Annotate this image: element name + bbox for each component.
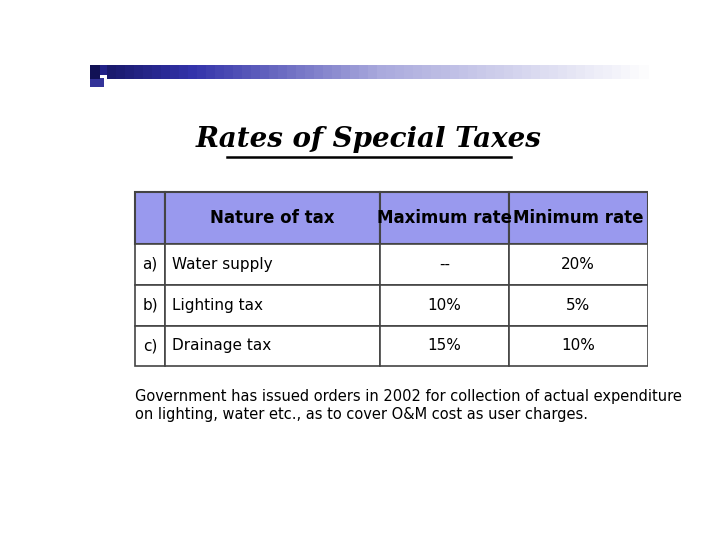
Bar [305, 65, 315, 79]
Text: c): c) [143, 339, 157, 353]
Bar [380, 244, 508, 285]
Bar [576, 65, 586, 79]
Bar [116, 65, 126, 79]
Bar [152, 65, 162, 79]
Bar [413, 65, 423, 79]
Bar [166, 244, 380, 285]
Bar [449, 65, 459, 79]
Text: 20%: 20% [562, 257, 595, 272]
Bar [242, 65, 252, 79]
Bar [161, 65, 171, 79]
Bar [612, 65, 622, 79]
Bar [197, 65, 207, 79]
Bar [135, 244, 166, 285]
Bar [508, 326, 648, 366]
Bar [166, 192, 380, 244]
Bar [540, 65, 550, 79]
Bar [251, 65, 261, 79]
Bar [359, 65, 369, 79]
Bar [377, 65, 387, 79]
Bar [296, 65, 306, 79]
Text: Water supply: Water supply [172, 257, 273, 272]
Bar [485, 65, 496, 79]
Bar [630, 65, 640, 79]
Bar [215, 65, 225, 79]
Text: 15%: 15% [428, 339, 462, 353]
Bar [477, 65, 487, 79]
Bar [621, 65, 631, 79]
Text: Government has issued orders in 2002 for collection of actual expenditure
on lig: Government has issued orders in 2002 for… [135, 389, 682, 422]
Bar [90, 78, 104, 87]
Bar [125, 65, 135, 79]
Bar [380, 285, 508, 326]
Text: Lighting tax: Lighting tax [172, 298, 263, 313]
Bar [233, 65, 243, 79]
Bar [531, 65, 541, 79]
Text: 10%: 10% [428, 298, 462, 313]
Bar [508, 244, 648, 285]
Bar [639, 65, 649, 79]
Bar [143, 65, 153, 79]
Bar [380, 326, 508, 366]
Text: --: -- [438, 257, 450, 272]
Bar [558, 65, 568, 79]
Bar [387, 65, 397, 79]
Bar [278, 65, 288, 79]
Bar [380, 192, 508, 244]
Bar [351, 65, 361, 79]
Bar [260, 65, 270, 79]
Text: Nature of tax: Nature of tax [210, 209, 335, 227]
Bar [166, 285, 380, 326]
Bar [423, 65, 433, 79]
Bar [224, 65, 234, 79]
Bar [549, 65, 559, 79]
Bar [395, 65, 405, 79]
Bar [603, 65, 613, 79]
Bar [135, 285, 166, 326]
Bar [441, 65, 451, 79]
Bar [332, 65, 343, 79]
Bar [170, 65, 180, 79]
Bar [467, 65, 477, 79]
Text: 10%: 10% [562, 339, 595, 353]
Text: a): a) [143, 257, 158, 272]
Bar [188, 65, 198, 79]
Bar [594, 65, 604, 79]
Bar [269, 65, 279, 79]
Bar [135, 192, 166, 244]
Bar [431, 65, 441, 79]
Bar [314, 65, 324, 79]
Bar [287, 65, 297, 79]
Bar [459, 65, 469, 79]
Bar [206, 65, 216, 79]
Bar [522, 65, 532, 79]
Bar [508, 285, 648, 326]
Bar [100, 65, 107, 75]
Bar [135, 326, 166, 366]
Bar [508, 192, 648, 244]
Bar [323, 65, 333, 79]
Bar [567, 65, 577, 79]
Bar [179, 65, 189, 79]
Bar [107, 65, 117, 79]
Bar [495, 65, 505, 79]
Bar [504, 65, 514, 79]
Text: b): b) [142, 298, 158, 313]
Bar [405, 65, 415, 79]
Bar [585, 65, 595, 79]
Text: Drainage tax: Drainage tax [172, 339, 271, 353]
Text: Rates of Special Taxes: Rates of Special Taxes [196, 126, 542, 153]
Bar [166, 326, 380, 366]
Bar [90, 65, 100, 79]
Text: 5%: 5% [566, 298, 590, 313]
Text: Minimum rate: Minimum rate [513, 209, 644, 227]
Text: Maximum rate: Maximum rate [377, 209, 512, 227]
Bar [341, 65, 351, 79]
Bar [134, 65, 144, 79]
Bar [513, 65, 523, 79]
Bar [369, 65, 379, 79]
